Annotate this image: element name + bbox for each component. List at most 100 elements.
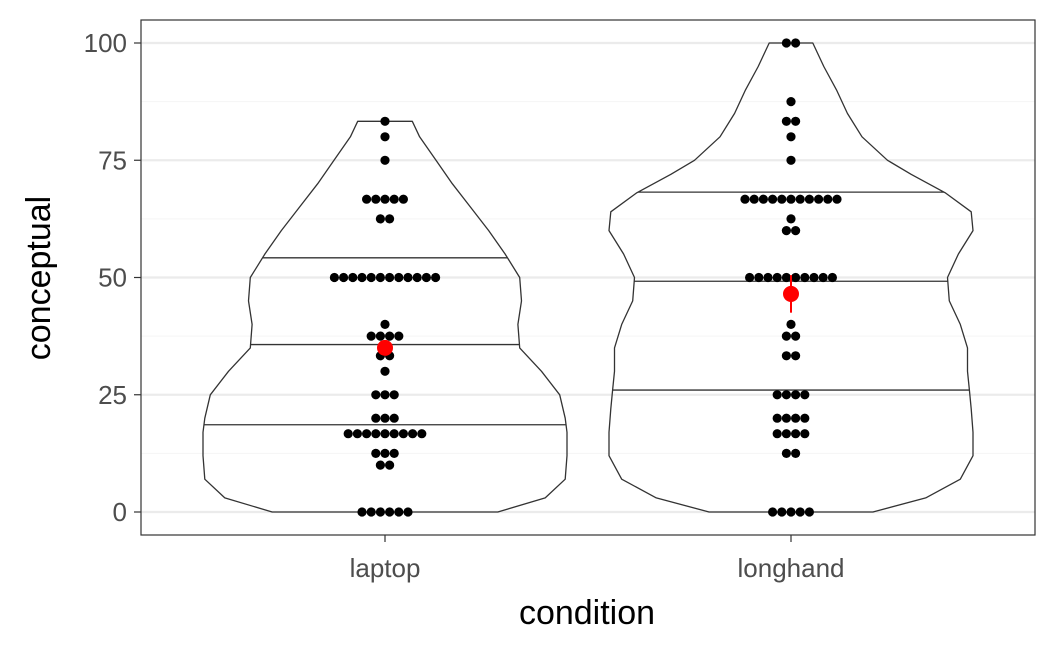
data-point (343, 429, 353, 439)
grid-layer (141, 41, 1035, 514)
mean-point (783, 285, 799, 302)
data-point (389, 194, 399, 204)
data-point (403, 272, 413, 283)
data-point (823, 194, 833, 204)
y-tick-label: 75 (98, 145, 127, 175)
data-point (749, 194, 759, 204)
data-point (375, 272, 385, 283)
data-point (758, 194, 769, 204)
data-point (403, 507, 413, 517)
data-point (394, 507, 404, 517)
data-point (772, 390, 782, 400)
data-point (357, 507, 367, 517)
data-point (348, 272, 358, 283)
data-point (385, 507, 395, 517)
data-point (763, 272, 773, 283)
data-point (786, 319, 796, 329)
data-point (791, 429, 801, 439)
data-point (421, 272, 431, 283)
data-point (786, 507, 796, 517)
data-point (375, 214, 385, 224)
data-point (366, 507, 376, 517)
data-point (375, 331, 385, 341)
data-point (786, 214, 796, 224)
data-point (818, 272, 828, 283)
data-point (781, 331, 792, 341)
data-point (366, 331, 376, 341)
data-point (800, 272, 810, 283)
data-point (827, 272, 838, 283)
data-point (781, 226, 792, 236)
data-point (362, 194, 372, 204)
data-point (375, 460, 385, 470)
data-point (380, 448, 390, 458)
data-point (412, 272, 422, 283)
data-point (786, 97, 796, 107)
data-point (781, 429, 792, 439)
data-point (394, 331, 404, 341)
data-point (398, 194, 408, 204)
data-point (385, 331, 395, 341)
data-point (431, 272, 441, 283)
data-point (781, 116, 792, 126)
violin-layer (202, 42, 974, 513)
data-point (389, 390, 399, 400)
data-point (362, 429, 372, 439)
data-point (772, 272, 782, 283)
data-point (791, 38, 801, 48)
data-point (352, 429, 362, 439)
data-point (768, 194, 778, 204)
x-axis-title: condition (519, 594, 655, 632)
data-point (385, 272, 395, 283)
data-point (380, 155, 390, 165)
y-tick-label: 100 (84, 28, 127, 58)
data-point (745, 272, 755, 283)
y-tick-label: 0 (113, 497, 127, 527)
x-tick-label: laptop (350, 553, 421, 583)
data-point (366, 272, 376, 283)
data-point (380, 390, 390, 400)
data-point (832, 194, 842, 204)
data-point (791, 331, 801, 341)
data-point (329, 272, 339, 283)
data-point (795, 194, 805, 204)
data-point (781, 413, 792, 423)
data-point (791, 390, 801, 400)
data-point (809, 272, 819, 283)
data-point (380, 413, 390, 423)
data-point (389, 448, 399, 458)
data-point (795, 507, 805, 517)
axis-layer: 0 25 50 75 100 laptop longhand (84, 28, 845, 583)
data-point (371, 413, 381, 423)
data-point (740, 194, 750, 204)
data-point (389, 429, 399, 439)
data-point (777, 507, 787, 517)
data-point (375, 507, 385, 517)
data-point (371, 429, 381, 439)
data-point (781, 390, 792, 400)
data-point (772, 413, 782, 423)
data-point (385, 460, 395, 470)
data-point (814, 194, 824, 204)
points-layer (329, 38, 842, 517)
data-point (781, 38, 792, 48)
data-point (791, 226, 801, 236)
data-point (389, 413, 399, 423)
data-point (398, 429, 408, 439)
mean-point (377, 339, 393, 356)
data-point (380, 132, 390, 142)
data-point (786, 155, 796, 165)
data-point (754, 272, 764, 283)
data-point (791, 448, 801, 458)
y-tick-label: 50 (98, 263, 127, 293)
data-point (791, 272, 801, 283)
x-tick-label: longhand (738, 553, 845, 583)
data-point (380, 366, 390, 376)
data-point (371, 194, 381, 204)
data-point (781, 272, 792, 283)
data-point (394, 272, 404, 283)
data-point (800, 390, 810, 400)
data-point (804, 194, 815, 204)
data-point (380, 429, 390, 439)
data-point (380, 319, 390, 329)
